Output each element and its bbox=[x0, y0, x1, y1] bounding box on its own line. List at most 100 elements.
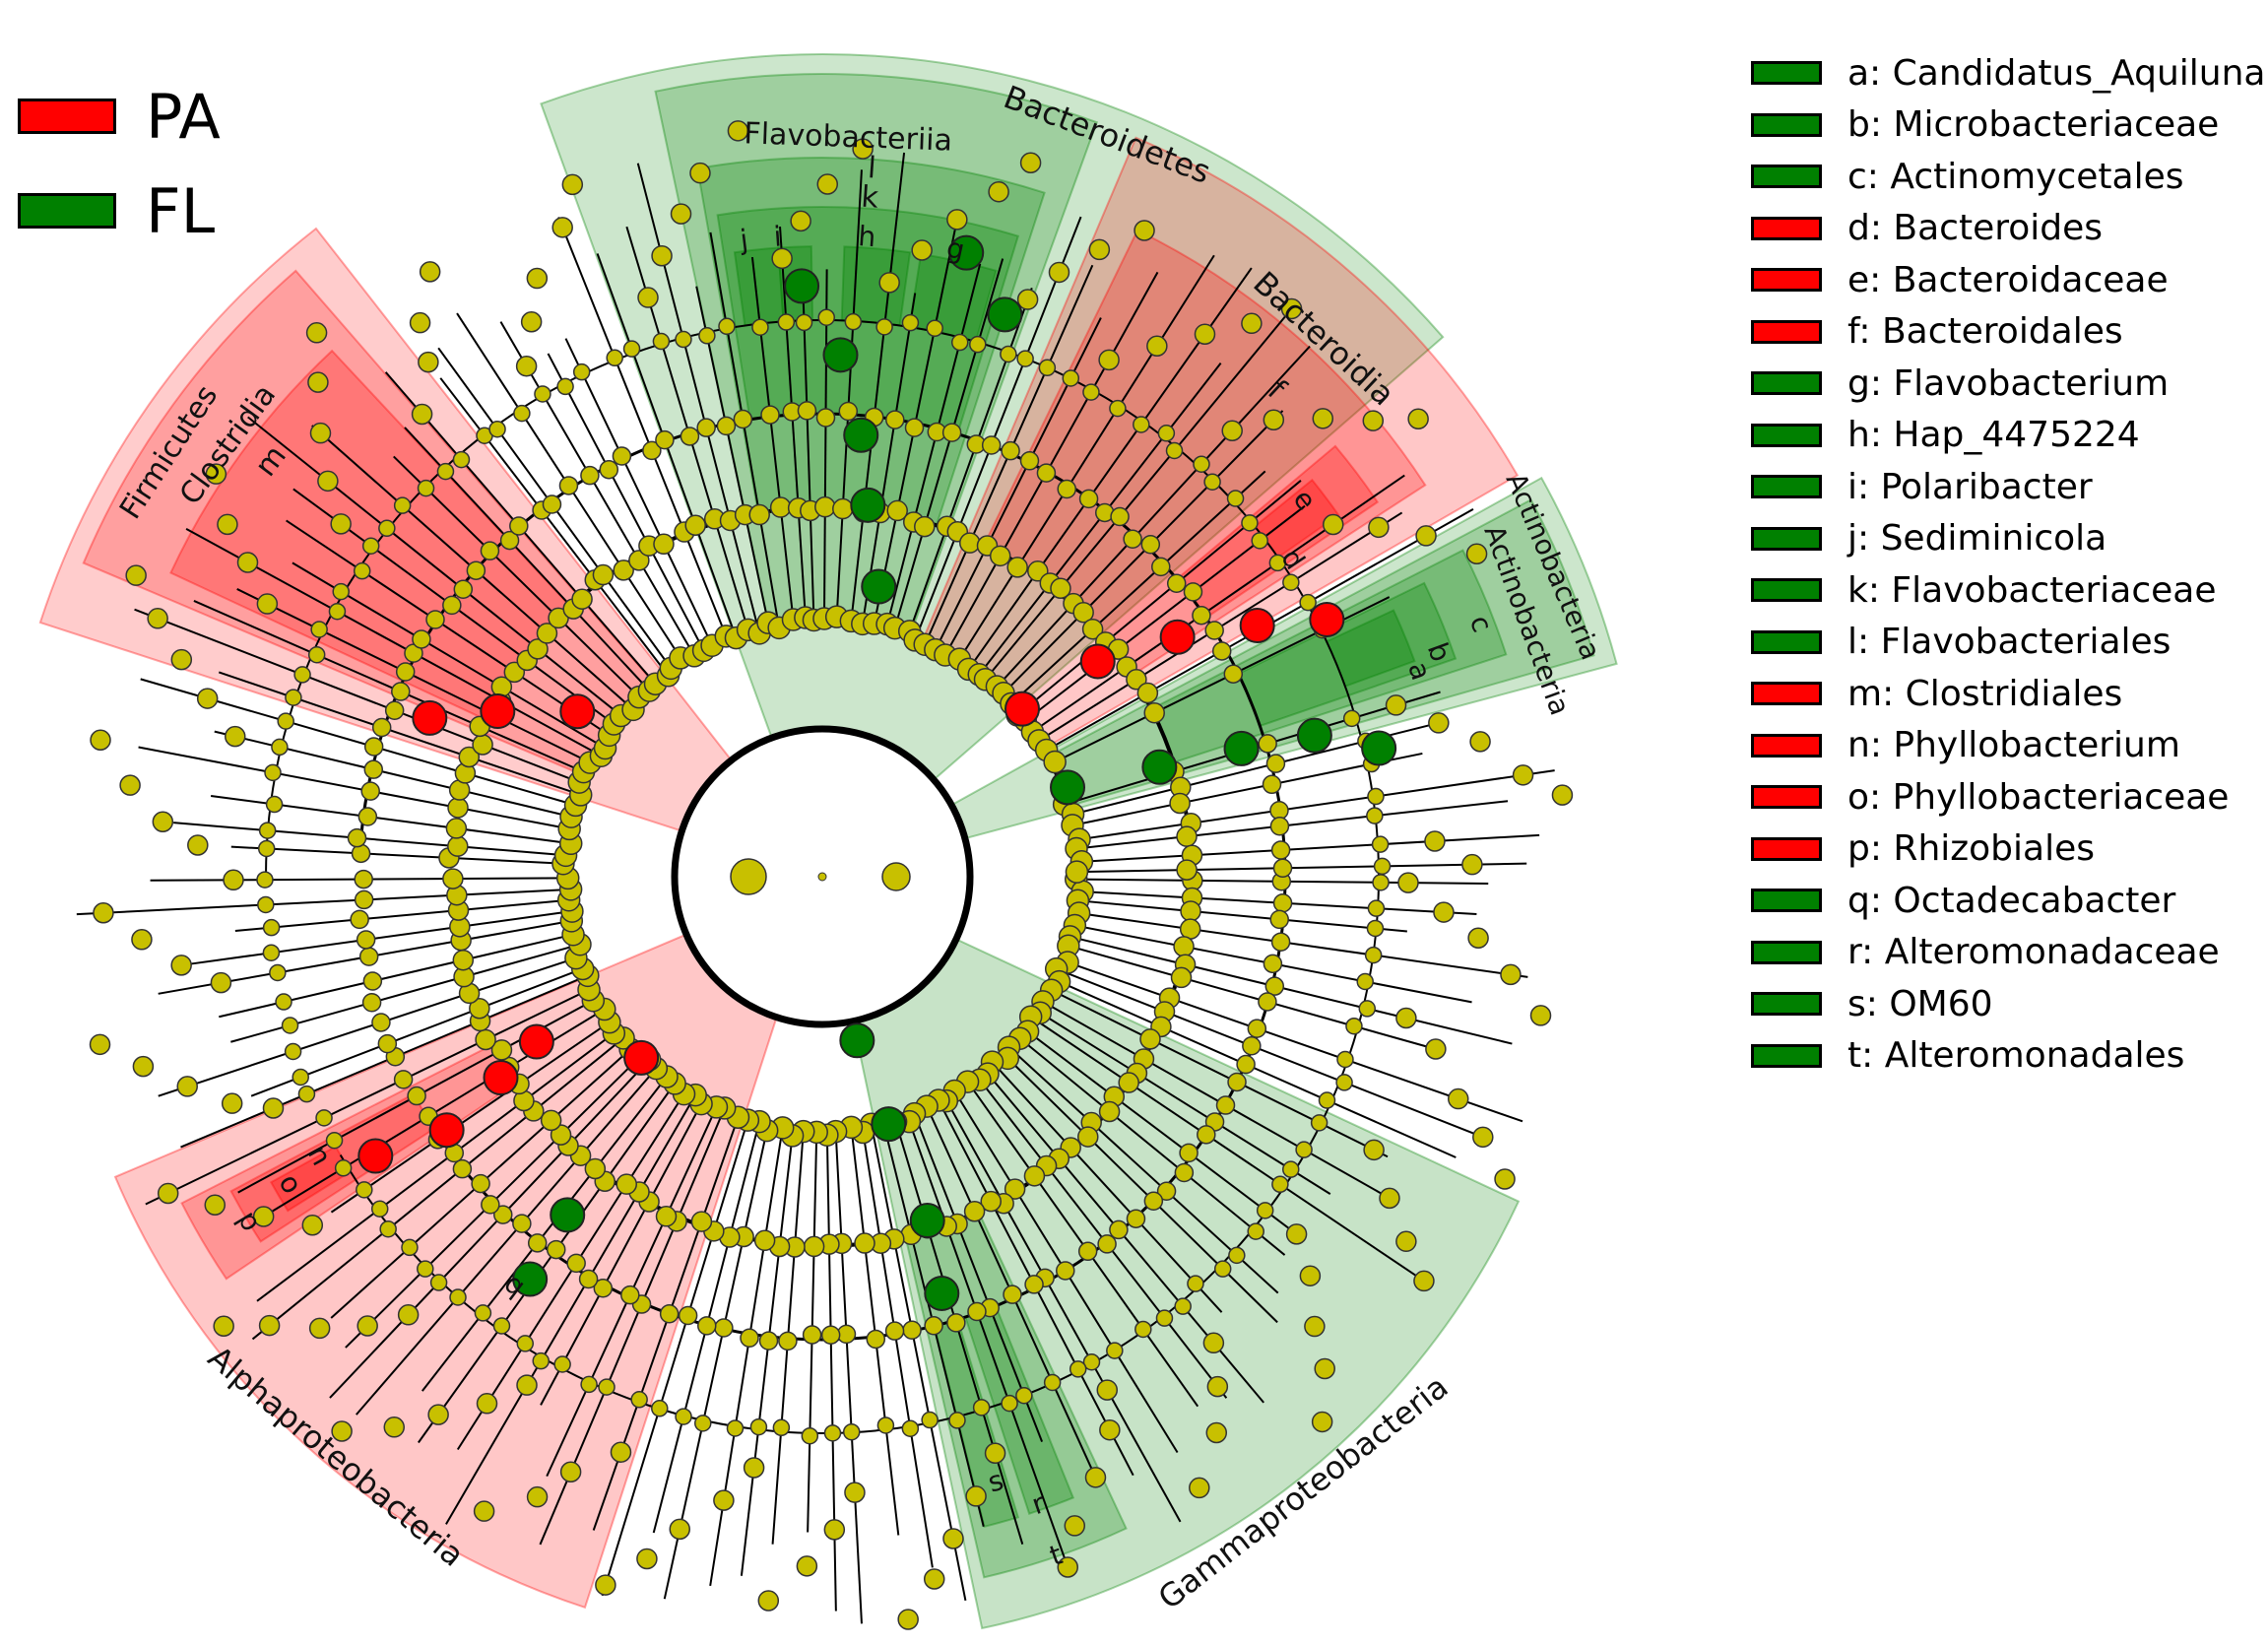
taxon-node bbox=[1363, 1139, 1385, 1161]
taxa-legend-label: f: Bacteroidales bbox=[1847, 311, 2123, 353]
taxon-node bbox=[652, 332, 671, 351]
taxon-node bbox=[743, 1457, 765, 1479]
branch bbox=[1038, 1011, 1331, 1196]
taxon-node bbox=[1189, 1477, 1210, 1499]
taxon-node bbox=[697, 1316, 717, 1336]
branch bbox=[230, 845, 567, 865]
taxon-node bbox=[844, 1482, 866, 1503]
taxon-node bbox=[556, 377, 574, 396]
taxon-node bbox=[546, 1239, 566, 1260]
taxon-node bbox=[453, 579, 474, 600]
taxon-node bbox=[1139, 1028, 1161, 1050]
taxon-node bbox=[592, 563, 615, 586]
taxon-node bbox=[778, 1331, 798, 1351]
taxon-node bbox=[442, 868, 464, 889]
taxa-legend-item: k: Flavobacteriaceae bbox=[1751, 564, 2265, 617]
taxon-node bbox=[480, 541, 500, 560]
taxon-node bbox=[1081, 618, 1104, 640]
taxon-node bbox=[1263, 954, 1283, 974]
taxon-node bbox=[1179, 1143, 1199, 1163]
taxon-node bbox=[449, 1288, 467, 1306]
taxon-node bbox=[356, 1181, 373, 1199]
taxon-node bbox=[328, 602, 347, 621]
taxon-node bbox=[409, 311, 431, 334]
gammaproteobacteria-biomarker-node bbox=[839, 1022, 875, 1059]
taxon-node bbox=[598, 1378, 616, 1396]
taxon-node bbox=[196, 688, 219, 709]
taxon-node bbox=[1106, 1342, 1124, 1359]
branch bbox=[134, 608, 585, 785]
taxon-node bbox=[599, 459, 619, 480]
taxon-node bbox=[1242, 1035, 1262, 1056]
taxon-node bbox=[277, 712, 294, 730]
taxon-node bbox=[472, 734, 493, 756]
taxon-node bbox=[452, 949, 475, 971]
taxon-node bbox=[1206, 1375, 1229, 1398]
taxon-node bbox=[310, 621, 328, 638]
taxon-node bbox=[972, 1399, 991, 1416]
taxon-node bbox=[1155, 1309, 1174, 1327]
branch bbox=[1075, 769, 1555, 841]
branch bbox=[499, 321, 695, 656]
taxon-node bbox=[989, 545, 1011, 567]
taxon-node bbox=[442, 595, 462, 616]
branch bbox=[861, 293, 917, 625]
taxon-node bbox=[152, 811, 174, 833]
taxon-node bbox=[1272, 892, 1293, 913]
taxa-legend-item: a: Candidatus_Aquiluna bbox=[1751, 47, 2265, 99]
taxon-node bbox=[205, 463, 227, 485]
branch bbox=[218, 671, 581, 796]
taxon-node bbox=[429, 1274, 448, 1291]
taxon-node bbox=[1269, 817, 1290, 836]
branch bbox=[802, 285, 815, 622]
taxon-node bbox=[559, 1461, 582, 1482]
taxon-node bbox=[796, 1555, 818, 1577]
branch bbox=[1002, 410, 1284, 695]
taxon-node bbox=[1310, 1114, 1328, 1132]
taxon-node bbox=[292, 1068, 309, 1087]
group-legend-label: FL bbox=[146, 174, 216, 247]
taxa-legend-label: o: Phyllobacteriaceae bbox=[1847, 776, 2230, 818]
alphaproteobacteria-biomarker-node bbox=[623, 1039, 660, 1076]
taxon-node bbox=[515, 356, 538, 377]
taxon-node bbox=[875, 318, 893, 336]
taxon-node bbox=[1373, 857, 1392, 876]
taxon-node bbox=[613, 560, 634, 581]
taxon-node bbox=[452, 450, 471, 469]
octadecabacter-biomarker-node bbox=[512, 1261, 549, 1297]
taxa-color-swatch bbox=[1751, 371, 1822, 396]
taxon-node bbox=[1223, 664, 1244, 684]
branch bbox=[421, 1078, 667, 1392]
clade-label: i bbox=[773, 220, 783, 252]
taxon-node bbox=[356, 930, 376, 950]
group-legend: PA FL bbox=[18, 69, 221, 258]
taxon-node bbox=[1134, 220, 1155, 241]
taxon-node bbox=[1179, 918, 1201, 940]
branch bbox=[907, 288, 1033, 636]
taxon-node bbox=[370, 1200, 389, 1218]
taxon-node bbox=[1228, 1246, 1246, 1265]
branch bbox=[158, 955, 580, 1097]
taxon-node bbox=[969, 335, 987, 354]
taxon-node bbox=[1366, 807, 1384, 824]
taxon-node bbox=[1226, 490, 1245, 507]
taxon-node bbox=[419, 261, 441, 283]
branch bbox=[1077, 833, 1540, 863]
taxon-node bbox=[1397, 872, 1419, 893]
alphaproteobacteria-biomarker-node bbox=[483, 1060, 519, 1096]
taxon-node bbox=[921, 1411, 939, 1429]
taxon-node bbox=[371, 717, 392, 738]
branch bbox=[1076, 899, 1407, 933]
taxon-node bbox=[1110, 506, 1130, 527]
taxa-color-swatch bbox=[1751, 475, 1822, 499]
taxon-node bbox=[474, 1304, 492, 1322]
branch bbox=[540, 1101, 703, 1406]
taxon-node bbox=[157, 1182, 179, 1205]
taxon-node bbox=[1407, 408, 1429, 430]
taxon-node bbox=[901, 313, 920, 332]
taxon-node bbox=[1192, 605, 1211, 626]
taxon-node bbox=[1311, 1411, 1333, 1433]
taxon-node bbox=[852, 138, 874, 160]
branch bbox=[1026, 1029, 1303, 1239]
taxon-node bbox=[803, 1235, 825, 1258]
